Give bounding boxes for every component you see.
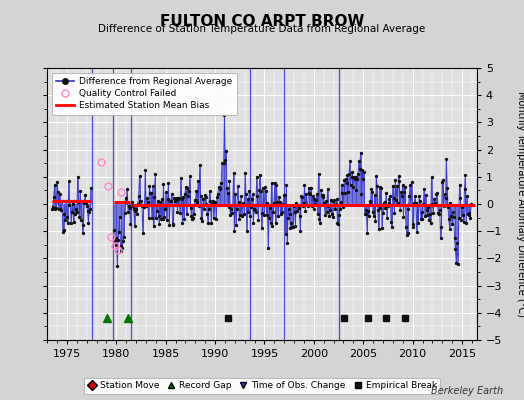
Text: Difference of Station Temperature Data from Regional Average: Difference of Station Temperature Data f… <box>99 24 425 34</box>
Y-axis label: Monthly Temperature Anomaly Difference (°C): Monthly Temperature Anomaly Difference (… <box>516 91 524 317</box>
Text: FULTON CO ARPT BROW: FULTON CO ARPT BROW <box>160 14 364 29</box>
Text: Berkeley Earth: Berkeley Earth <box>431 386 503 396</box>
Legend: Station Move, Record Gap, Time of Obs. Change, Empirical Break: Station Move, Record Gap, Time of Obs. C… <box>83 378 441 394</box>
